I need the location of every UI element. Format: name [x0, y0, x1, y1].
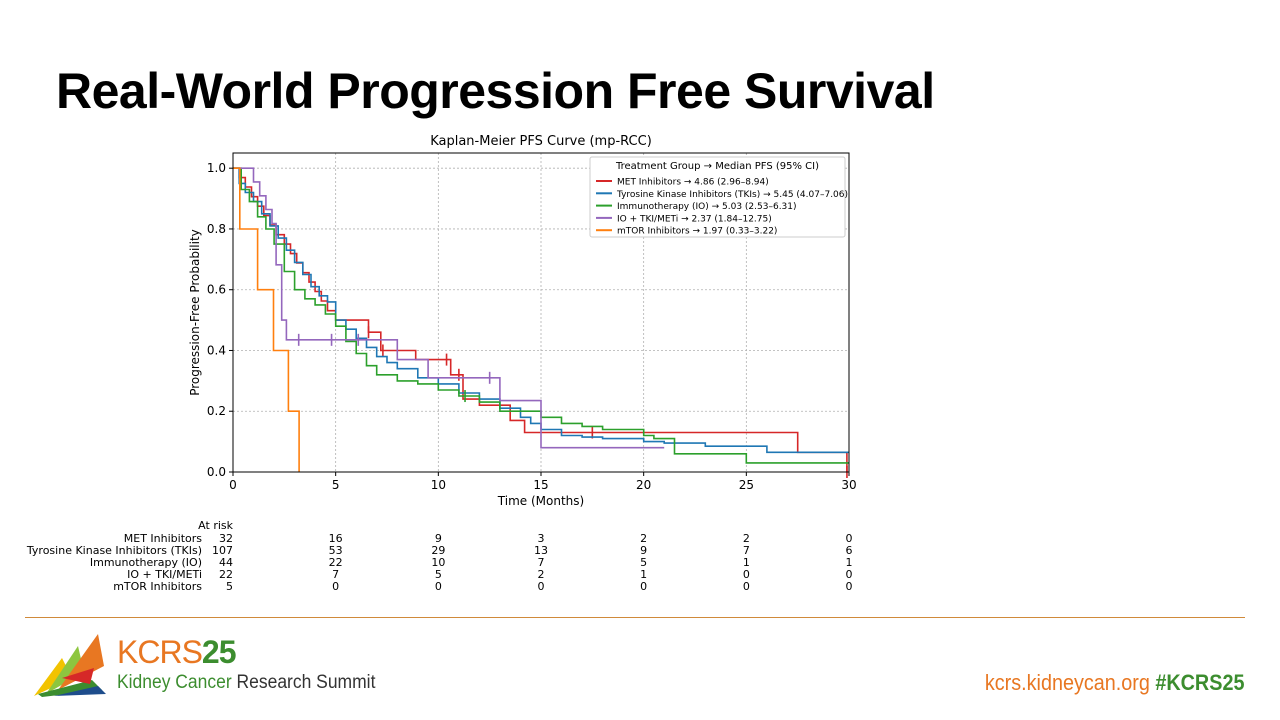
footer-links: kcrs.kidneycan.org #KCRS25 [984, 670, 1244, 696]
at-risk-count: 3 [538, 532, 545, 545]
at-risk-count: 6 [846, 544, 853, 557]
x-axis-label: Time (Months) [497, 494, 584, 508]
at-risk-row-label: MET Inhibitors [124, 532, 203, 545]
at-risk-count: 13 [534, 544, 548, 557]
at-risk-count: 32 [219, 532, 233, 545]
at-risk-count: 7 [743, 544, 750, 557]
at-risk-row-label: mTOR Inhibitors [113, 580, 202, 593]
at-risk-count: 10 [431, 556, 445, 569]
footer-hashtag: #KCRS25 [1154, 670, 1244, 695]
at-risk-title: At risk [198, 519, 233, 532]
at-risk-count: 0 [538, 580, 545, 593]
plot-frame [232, 152, 850, 473]
at-risk-count: 9 [640, 544, 647, 557]
footer-divider [25, 617, 1245, 618]
at-risk-count: 5 [640, 556, 647, 569]
footer-url[interactable]: kcrs.kidneycan.org [984, 670, 1150, 695]
at-risk-count: 7 [538, 556, 545, 569]
at-risk-count: 1 [743, 556, 750, 569]
series-line-4 [233, 167, 665, 449]
y-tick-label: 0.2 [207, 404, 226, 418]
kcrs-chevron-logo-icon [34, 634, 106, 697]
at-risk-count: 29 [431, 544, 445, 557]
at-risk-count: 5 [435, 568, 442, 581]
at-risk-count: 2 [538, 568, 545, 581]
logo-title: KCRS25 [117, 636, 398, 668]
x-tick-label: 20 [636, 478, 651, 492]
y-tick-label: 0.4 [207, 343, 226, 357]
km-chart: 0 5 10 15 20 25 300.00.20.40.60.81.0Kaplan-Mei… [26, 134, 857, 593]
x-tick-label: 30 [841, 478, 856, 492]
legend-box [589, 156, 846, 238]
at-risk-count: 0 [640, 580, 647, 593]
chart-title: Kaplan-Meier PFS Curve (mp-RCC) [430, 134, 652, 149]
at-risk-count: 22 [329, 556, 343, 569]
at-risk-count: 53 [329, 544, 343, 557]
y-tick-label: 0.0 [207, 465, 226, 479]
logo-sub-part-1: Kidney Cancer [117, 672, 232, 693]
x-tick-label: 0 [229, 478, 237, 492]
legend-entry: IO + TKI/METi → 2.37 (1.84–12.75) [617, 214, 772, 224]
x-tick-label: 25 [739, 478, 754, 492]
at-risk-count: 22 [219, 568, 233, 581]
slide-title: Real-World Progression Free Survival [56, 63, 935, 119]
y-tick-label: 0.8 [207, 222, 226, 236]
legend-entry: Tyrosine Kinase Inhibitors (TKIs) → 5.45… [616, 190, 848, 200]
at-risk-row-label: Immunotherapy (IO) [90, 556, 202, 569]
series-line-3 [233, 167, 849, 464]
legend-title: Treatment Group → Median PFS (95% CI) [615, 161, 819, 172]
series-line-1 [233, 167, 848, 472]
at-risk-count: 0 [846, 568, 853, 581]
at-risk-count: 0 [846, 580, 853, 593]
y-tick-label: 0.6 [207, 283, 226, 297]
logo-subtitle: Kidney Cancer Research Summit [117, 672, 375, 694]
at-risk-count: 0 [743, 580, 750, 593]
logo-year-text: 25 [201, 634, 237, 670]
series-line-2 [233, 167, 849, 454]
y-tick-label: 1.0 [207, 161, 226, 175]
legend-entry: Immunotherapy (IO) → 5.03 (2.53–6.31) [617, 202, 797, 212]
at-risk-count: 16 [329, 532, 343, 545]
at-risk-count: 0 [846, 532, 853, 545]
at-risk-count: 5 [226, 580, 233, 593]
at-risk-count: 107 [212, 544, 233, 557]
at-risk-count: 1 [640, 568, 647, 581]
at-risk-count: 1 [846, 556, 853, 569]
series-line-5 [233, 167, 300, 472]
at-risk-count: 0 [435, 580, 442, 593]
at-risk-count: 0 [332, 580, 339, 593]
at-risk-count: 2 [743, 532, 750, 545]
at-risk-count: 9 [435, 532, 442, 545]
at-risk-count: 2 [640, 532, 647, 545]
y-axis-label: Progression-Free Probability [188, 229, 202, 396]
logo-wordmark: KCRS25 Kidney Cancer Research Summit [117, 636, 398, 694]
at-risk-count: 44 [219, 556, 233, 569]
x-tick-label: 15 [533, 478, 548, 492]
at-risk-count: 7 [332, 568, 339, 581]
at-risk-row-label: IO + TKI/METi [127, 568, 202, 581]
x-tick-label: 5 [332, 478, 340, 492]
x-tick-label: 10 [431, 478, 446, 492]
logo-kcrs-text: KCRS [117, 634, 203, 670]
logo-sub-part-2: Research Summit [231, 672, 376, 693]
legend-entry: MET Inhibitors → 4.86 (2.96–8.94) [617, 178, 769, 188]
at-risk-count: 0 [743, 568, 750, 581]
at-risk-row-label: Tyrosine Kinase Inhibitors (TKIs) [26, 544, 202, 557]
legend-entry: mTOR Inhibitors → 1.97 (0.33–3.22) [617, 227, 777, 237]
